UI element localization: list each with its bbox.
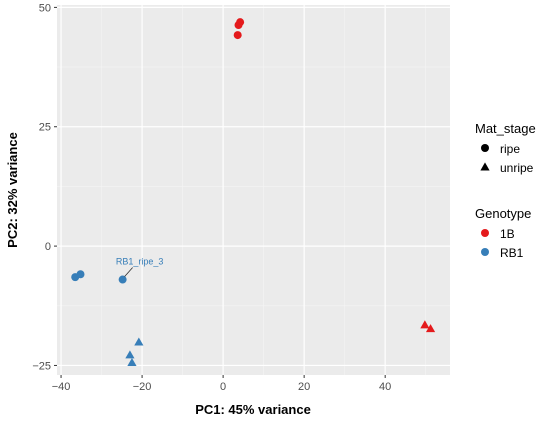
minor-gridlines xyxy=(57,5,450,375)
y-tick-label: 50 xyxy=(39,2,51,14)
annotation-label: RB1_ripe_3 xyxy=(116,257,164,267)
legend-label: 1B xyxy=(500,227,515,241)
legend-key-circle xyxy=(481,248,489,256)
data-points xyxy=(71,18,436,367)
x-tick-label: 40 xyxy=(379,381,391,393)
legend-key-circle xyxy=(481,229,489,237)
x-tick-label: −40 xyxy=(52,381,71,393)
legend-key-circle xyxy=(481,144,489,152)
major-gridlines xyxy=(57,5,450,375)
legend-title: Mat_stage xyxy=(475,121,536,136)
y-tick-label: −25 xyxy=(32,360,51,372)
point-annotations: RB1_ripe_3 xyxy=(116,257,164,277)
x-tick-label: 20 xyxy=(298,381,310,393)
data-point-rb1-triangle xyxy=(125,350,135,359)
data-point-rb1-circle xyxy=(76,270,85,279)
legend-key-triangle xyxy=(480,162,490,171)
x-tick-label: 0 xyxy=(220,381,226,393)
annotation-leader-line xyxy=(124,267,133,277)
legend-label: RB1 xyxy=(500,246,524,260)
data-point-1b-circle xyxy=(233,31,242,40)
data-point-rb1-circle xyxy=(118,275,127,284)
data-point-rb1-triangle xyxy=(134,337,144,346)
axis-ticks: −40 −20 0 20 40 −25 0 25 50 xyxy=(32,2,391,393)
data-point-1b-triangle xyxy=(425,324,436,333)
y-tick-label: 25 xyxy=(39,122,51,134)
data-point-1b-triangle xyxy=(420,320,430,329)
legend-label: unripe xyxy=(500,161,534,175)
x-axis-title: PC1: 45% variance xyxy=(195,402,311,417)
x-tick-label: −20 xyxy=(133,381,152,393)
y-axis-title: PC2: 32% variance xyxy=(5,132,20,248)
y-tick-label: 0 xyxy=(45,241,51,253)
data-point-rb1-triangle xyxy=(127,357,137,367)
legend-label: ripe xyxy=(500,142,520,156)
plot-panel xyxy=(57,5,450,375)
legend-title: Genotype xyxy=(475,206,531,221)
data-point-1b-circle xyxy=(236,18,245,27)
